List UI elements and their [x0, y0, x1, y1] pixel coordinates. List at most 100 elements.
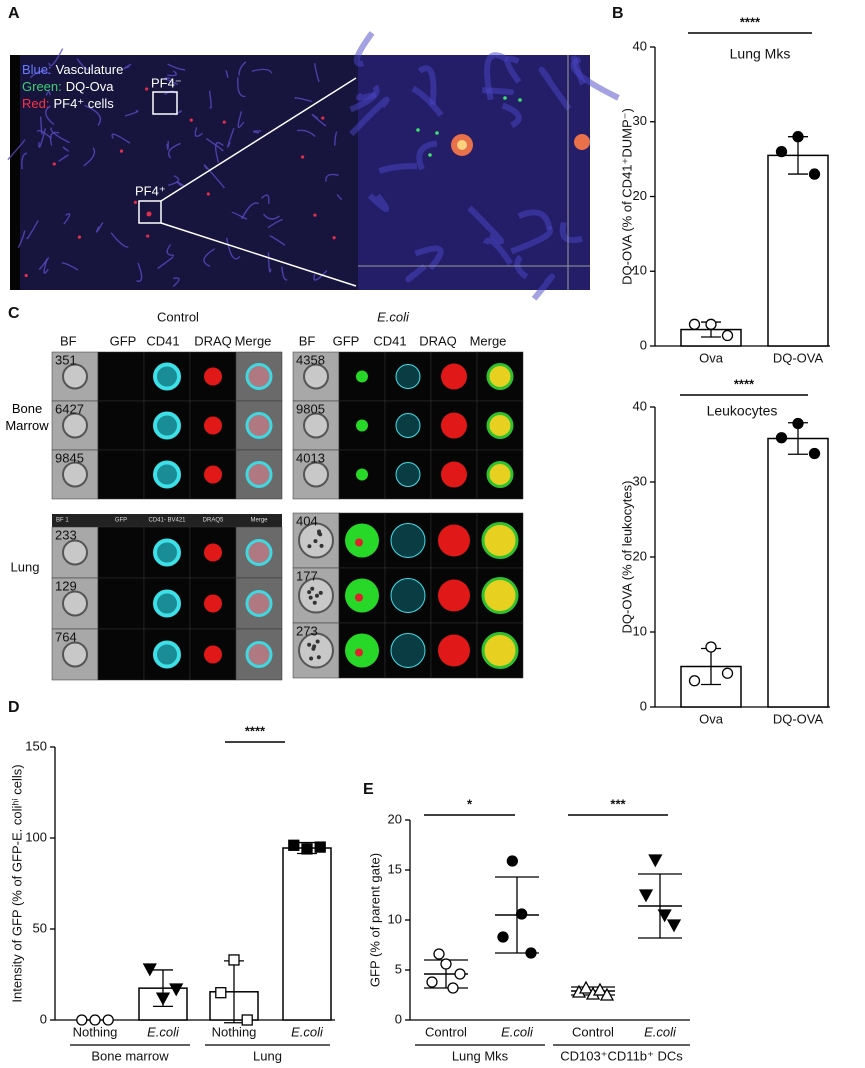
- granule: [307, 544, 312, 549]
- vessel: [76, 58, 92, 71]
- vessel: [167, 175, 180, 187]
- vessel: [167, 70, 178, 77]
- vessel: [63, 213, 71, 225]
- legend-label: Vasculature: [56, 62, 124, 77]
- vessel: [241, 202, 259, 220]
- vessel: [62, 146, 69, 152]
- vessel: [111, 133, 131, 144]
- cell: [204, 367, 222, 386]
- vessel: [225, 70, 229, 78]
- image-tile: [97, 628, 145, 681]
- panel-label: E: [363, 781, 374, 798]
- y-tick-label: 100: [25, 829, 47, 844]
- data-point: [648, 854, 663, 868]
- vessel: [58, 154, 69, 162]
- cell: [438, 524, 470, 557]
- legend-key: Green:: [22, 79, 62, 94]
- x-tick-label: E.coli: [501, 1024, 534, 1039]
- granule: [308, 595, 313, 600]
- y-tick-label: 50: [33, 920, 47, 935]
- cell: [441, 412, 467, 439]
- inset-background: [358, 55, 590, 290]
- annotation: PF4⁻: [151, 75, 182, 90]
- legend-label: DQ-Ova: [66, 79, 114, 94]
- cell: [204, 594, 222, 613]
- group-label: Bone marrow: [91, 1048, 169, 1063]
- legend-label: PF4⁺ cells: [53, 96, 114, 111]
- data-point: [578, 980, 594, 994]
- cell: [486, 412, 514, 439]
- y-tick-label: 15: [388, 861, 402, 876]
- red-cell: [313, 213, 317, 217]
- data-point: [155, 992, 171, 1006]
- vessel: [501, 102, 522, 129]
- vessel: [84, 104, 102, 126]
- data-point: [592, 982, 608, 996]
- vessel: [251, 68, 273, 74]
- vessel: [110, 232, 129, 248]
- cell: [204, 645, 222, 664]
- data-point: [241, 1014, 253, 1026]
- x-tick-label: Nothing: [212, 1024, 257, 1039]
- vessel: [203, 248, 216, 267]
- vessel: [267, 252, 272, 273]
- error-bar: [638, 873, 682, 939]
- cell: [355, 593, 363, 602]
- red-cell: [206, 192, 210, 196]
- image-tile: [430, 351, 478, 402]
- channel-header: DRAQ: [419, 333, 457, 348]
- red-cell: [321, 116, 325, 120]
- vessel: [261, 194, 270, 205]
- vessel: [194, 127, 203, 138]
- y-tick-label: 5: [395, 961, 402, 976]
- chart-title: Lung Mks: [730, 46, 791, 62]
- vessel: [206, 137, 224, 152]
- vessel: [405, 263, 427, 283]
- data-point: [775, 145, 788, 158]
- x-tick-label: Nothing: [73, 1024, 118, 1039]
- cell-id: 6427: [55, 401, 84, 416]
- x-tick-label: DQ-OVA: [773, 711, 824, 726]
- vessel: [49, 131, 60, 146]
- pf4-cell: [574, 134, 590, 150]
- vessel: [349, 84, 380, 113]
- cell: [486, 363, 514, 390]
- cell-id: 129: [55, 578, 77, 593]
- cell: [298, 632, 334, 669]
- panel-label: A: [8, 5, 20, 22]
- zoom-line: [160, 77, 357, 202]
- data-point: [169, 983, 184, 997]
- data-point: [497, 931, 509, 943]
- data-point: [447, 982, 459, 994]
- x-tick-label: Ova: [699, 711, 724, 726]
- vessel: [336, 194, 343, 201]
- data-point: [792, 131, 804, 143]
- y-tick-label: 10: [633, 623, 647, 638]
- x-tick-label: Control: [572, 1024, 614, 1039]
- cell: [303, 363, 329, 390]
- vessel: [267, 218, 284, 229]
- vessel: [166, 243, 174, 257]
- red-cell: [145, 87, 149, 91]
- data-point: [288, 839, 300, 851]
- image-strip: [10, 55, 20, 290]
- vessel: [50, 127, 70, 144]
- legend-entry: Red: PF4⁺ cells: [22, 96, 114, 111]
- cell: [441, 461, 467, 488]
- vessel: [164, 90, 176, 96]
- x-tick-label: Control: [425, 1024, 467, 1039]
- red-cell: [332, 236, 336, 240]
- granule: [312, 600, 317, 605]
- cell: [356, 419, 368, 432]
- cell: [153, 411, 181, 440]
- vessel: [123, 63, 132, 70]
- channel-header: CD41- BV421: [148, 518, 186, 524]
- cell: [153, 589, 181, 618]
- vessel: [313, 63, 320, 83]
- legend-key: Blue:: [22, 62, 52, 77]
- data-point: [142, 963, 157, 977]
- y-tick-label: 30: [633, 113, 647, 128]
- y-axis-label: Intensity of GFP (% of GFP-E. coliʰⁱ cel…: [9, 764, 24, 1002]
